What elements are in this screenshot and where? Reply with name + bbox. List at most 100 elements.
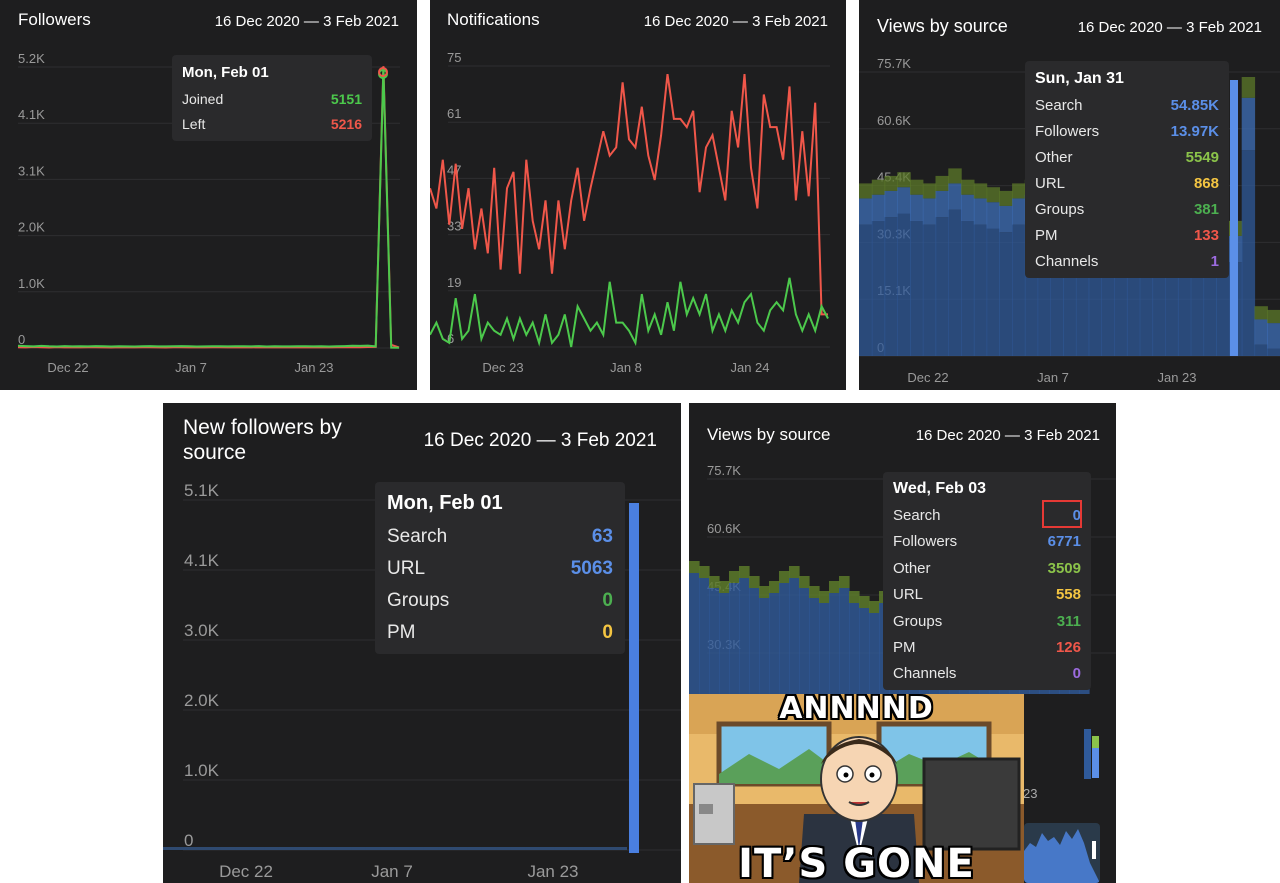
bar-segment xyxy=(859,183,873,199)
tooltip-value: 868 xyxy=(1193,175,1219,192)
bar-segment xyxy=(973,183,988,199)
date-range: 16 Dec 2020 — 3 Feb 2021 xyxy=(214,13,399,30)
bar-segment xyxy=(709,576,720,588)
bar-segment xyxy=(568,847,584,850)
x-tick-label: Dec 22 xyxy=(907,370,948,385)
bar-segment xyxy=(829,581,840,593)
bar-segment xyxy=(897,172,911,188)
tooltip-value: 63 xyxy=(591,526,613,547)
bar-segment xyxy=(871,220,886,356)
bar-segment xyxy=(819,603,830,694)
followers-panel: Followers 16 Dec 2020 — 3 Feb 2021 0 1.0K… xyxy=(0,0,417,390)
x-tick-label: Jan 24 xyxy=(730,360,769,375)
tooltip-value: 311 xyxy=(1056,612,1081,630)
y-tick-label: 33 xyxy=(447,219,461,234)
views-by-source-panel: Views by source 16 Dec 2020 — 3 Feb 2021… xyxy=(859,0,1280,390)
bar-segment xyxy=(839,588,850,694)
y-tick-label: 0 xyxy=(184,831,193,850)
tooltip: Mon, Feb 01 Search 63 URL 5063 Groups 0 PM 0 xyxy=(375,482,625,654)
bar-segment xyxy=(779,571,790,583)
bar-segment xyxy=(922,224,937,356)
panel-title: Notifications xyxy=(447,10,540,29)
x-tick-label: Jan 23 xyxy=(294,360,333,375)
bar-segment xyxy=(719,581,730,593)
tooltip-value: 5549 xyxy=(1185,149,1219,166)
bar-segment xyxy=(438,847,454,850)
bar-segment xyxy=(859,608,870,694)
tooltip-label: Channels xyxy=(893,665,957,683)
y-tick-label: 75 xyxy=(447,50,461,65)
bar-segment xyxy=(597,847,613,850)
tooltip-label: Search xyxy=(893,507,941,524)
y-tick-label: 1.0K xyxy=(18,276,45,291)
bar-segment xyxy=(709,588,720,694)
bar-segment xyxy=(910,194,924,221)
bar-segment xyxy=(1267,309,1280,324)
bar-segment xyxy=(1241,150,1256,356)
bar-segment xyxy=(973,224,988,356)
bar-segment xyxy=(935,190,949,218)
bar-segment xyxy=(849,603,860,694)
bar-segment xyxy=(1084,729,1091,779)
tooltip-label: Left xyxy=(182,116,206,132)
tooltip-value: 0 xyxy=(602,590,613,611)
bar-segment xyxy=(699,578,710,694)
panel-title-line2: source xyxy=(183,441,247,465)
bar-segment xyxy=(961,179,975,195)
bar-segment xyxy=(554,847,570,850)
tooltip-value: 5151 xyxy=(330,91,362,107)
bar-segment xyxy=(769,593,780,694)
tooltip-label: Search xyxy=(387,526,448,547)
tooltip-value: 6771 xyxy=(1047,533,1081,551)
bar-segment xyxy=(789,578,800,694)
bar-segment xyxy=(177,847,193,850)
bar-segment xyxy=(999,232,1013,356)
tooltip: Mon, Feb 01 Joined 5151 Left 5216 xyxy=(172,55,372,141)
bar-segment xyxy=(1241,77,1256,98)
bar-segment xyxy=(961,220,975,356)
scroll-preview xyxy=(1024,823,1100,883)
x-tick-label: Jan 7 xyxy=(1037,370,1069,385)
y-tick-label: 3.0K xyxy=(184,621,220,640)
bar-segment xyxy=(1012,183,1026,199)
bar-segment xyxy=(1012,198,1026,225)
tooltip-label: Other xyxy=(893,559,931,577)
meme-bottom-text: IT’S GONE xyxy=(738,841,975,883)
tooltip-value: 133 xyxy=(1193,227,1219,244)
bar-segment xyxy=(871,194,886,221)
bar-segment xyxy=(1152,254,1166,356)
bar-segment xyxy=(719,593,730,694)
y-tick-label: 60.6K xyxy=(707,521,741,536)
x-tick-label: Dec 23 xyxy=(482,360,523,375)
bar-segment xyxy=(910,179,924,195)
bar-segment xyxy=(749,576,760,588)
bar-segment xyxy=(809,586,820,598)
bar-segment xyxy=(986,202,1000,229)
panel-title: Views by source xyxy=(877,16,1008,36)
y-tick-label: 2.0K xyxy=(184,691,220,710)
series-green-line xyxy=(430,277,829,348)
bar-segment xyxy=(897,187,911,214)
bar-segment xyxy=(948,183,962,210)
bar-segment xyxy=(789,566,800,578)
bar-segment xyxy=(799,576,810,588)
tooltip-value: 558 xyxy=(1055,586,1081,604)
bar-segment xyxy=(235,847,251,850)
y-tick-label: 61 xyxy=(447,106,461,121)
tooltip-value: 5216 xyxy=(330,116,362,132)
bar-segment xyxy=(839,576,850,588)
bar-segment xyxy=(525,847,541,850)
tooltip-label: PM xyxy=(387,622,416,643)
bar-segment xyxy=(510,847,526,850)
x-tick-label: Jan 8 xyxy=(610,360,642,375)
panel-title: Followers xyxy=(18,10,91,29)
y-tick-label: 0 xyxy=(18,332,25,347)
bar-segment xyxy=(423,847,439,850)
bar-segment xyxy=(829,593,840,694)
bar-segment xyxy=(935,217,949,356)
bar-segment xyxy=(729,583,740,694)
tooltip-value: 381 xyxy=(1193,201,1219,218)
tooltip-title: Mon, Feb 01 xyxy=(182,64,269,81)
bar-segment xyxy=(1267,323,1280,349)
